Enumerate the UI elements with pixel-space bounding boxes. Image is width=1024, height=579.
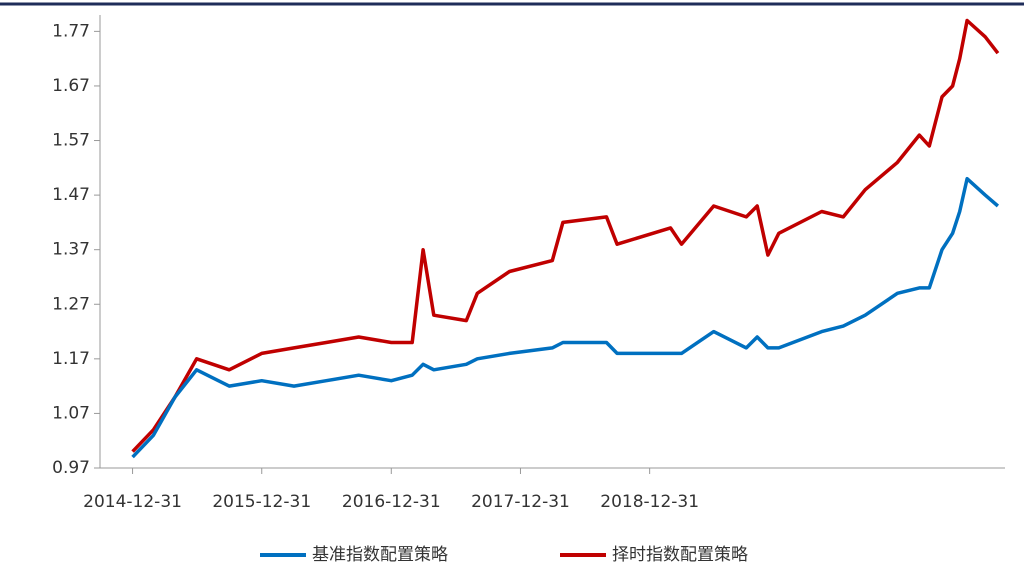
y-tick-label: 0.97: [52, 458, 90, 478]
x-tick-label: 2016-12-31: [342, 492, 441, 512]
y-tick-label: 1.57: [52, 131, 90, 151]
y-tick-label: 1.37: [52, 240, 90, 260]
y-tick-label: 1.27: [52, 294, 90, 314]
y-tick-label: 1.17: [52, 349, 90, 369]
x-tick-label: 2018-12-31: [600, 492, 699, 512]
y-tick-label: 1.07: [52, 403, 90, 423]
legend-label: 基准指数配置策略: [312, 545, 448, 565]
series-line: [131, 176, 1000, 459]
y-tick-label: 1.47: [52, 185, 90, 205]
x-tick-label: 2014-12-31: [83, 492, 182, 512]
series-line: [131, 18, 1000, 453]
legend-label: 择时指数配置策略: [612, 545, 748, 565]
x-tick-label: 2015-12-31: [212, 492, 311, 512]
x-tick-label: 2017-12-31: [471, 492, 570, 512]
y-tick-label: 1.67: [52, 76, 90, 96]
y-tick-label: 1.77: [52, 21, 90, 41]
